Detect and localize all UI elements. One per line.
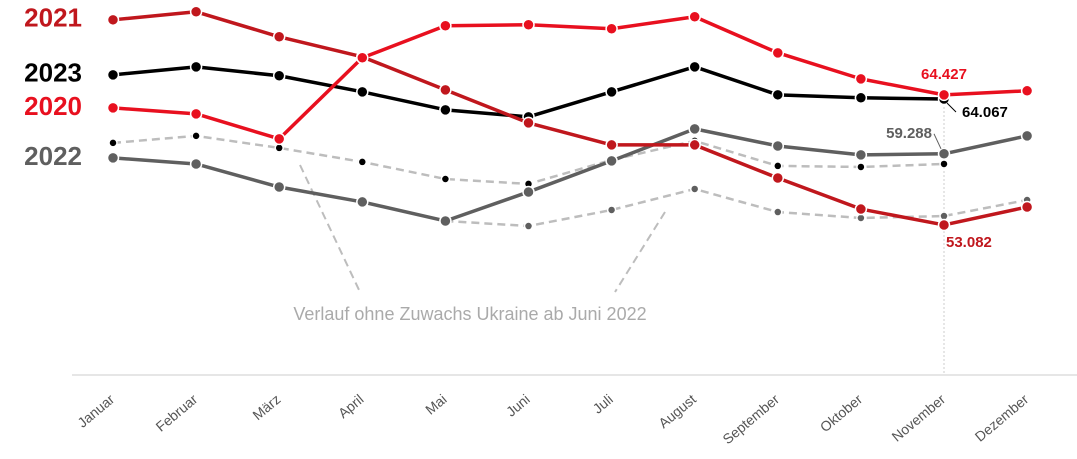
- point: [106, 101, 120, 115]
- point: [439, 103, 452, 117]
- point: [937, 218, 951, 232]
- x-tick-label: Dezember: [972, 391, 1032, 445]
- point: [773, 207, 783, 217]
- annotation-leader: [614, 211, 666, 293]
- series-line: [112, 65, 945, 119]
- legend-label: 2022: [24, 141, 82, 171]
- point: [272, 132, 286, 146]
- point: [688, 122, 701, 136]
- point: [439, 214, 452, 228]
- point: [688, 60, 701, 74]
- point: [688, 138, 701, 152]
- series-line: [112, 127, 1028, 223]
- x-tick-label: Juni: [503, 391, 533, 420]
- point: [272, 30, 286, 44]
- point: [937, 88, 951, 102]
- point: [605, 154, 618, 168]
- x-tick-label: Oktober: [817, 391, 866, 435]
- point: [688, 10, 701, 23]
- point: [191, 131, 201, 141]
- legend-label: 2020: [24, 91, 82, 121]
- point: [357, 157, 368, 167]
- dashed-line: [445, 187, 1028, 228]
- label-leader: [933, 133, 942, 150]
- point: [854, 148, 868, 162]
- point: [605, 22, 618, 36]
- value-label: 53.082: [946, 234, 992, 251]
- point: [771, 88, 785, 102]
- x-tick-label: August: [655, 391, 699, 431]
- point: [689, 184, 700, 194]
- point: [189, 60, 203, 74]
- point: [106, 13, 120, 27]
- point: [605, 85, 618, 99]
- point: [272, 69, 286, 83]
- point: [854, 72, 868, 86]
- point: [522, 18, 535, 31]
- point: [856, 162, 866, 172]
- point: [106, 68, 120, 82]
- point: [773, 161, 783, 171]
- value-label: 64.427: [921, 66, 967, 83]
- point: [272, 180, 286, 194]
- point: [854, 91, 868, 105]
- point: [771, 139, 785, 153]
- point: [937, 147, 951, 161]
- label-leader: [946, 102, 957, 113]
- x-tick-label: März: [249, 391, 283, 423]
- point: [1020, 129, 1034, 143]
- point: [356, 51, 369, 65]
- point: [189, 5, 203, 19]
- x-tick-label: Januar: [74, 391, 117, 431]
- value-label: 64.067: [962, 104, 1008, 121]
- point: [189, 157, 203, 171]
- value-label: 59.288: [886, 125, 932, 142]
- series-line: [112, 10, 1028, 227]
- point: [189, 107, 203, 121]
- x-tick-label: Februar: [153, 391, 201, 435]
- point: [108, 138, 118, 148]
- x-tick-label: Mai: [422, 391, 450, 418]
- point: [106, 151, 120, 165]
- point: [522, 185, 535, 199]
- point: [440, 174, 451, 184]
- point: [439, 83, 452, 97]
- point: [439, 19, 452, 33]
- point: [356, 85, 369, 99]
- point: [1020, 200, 1034, 214]
- annotation: Verlauf ohne Zuwachs Ukraine ab Juni 202…: [293, 304, 646, 324]
- x-tick-label: April: [335, 391, 367, 421]
- point: [274, 143, 284, 153]
- point: [854, 202, 868, 216]
- point: [522, 116, 535, 130]
- point: [605, 138, 618, 152]
- point: [523, 221, 534, 231]
- series-line: [112, 14, 1028, 141]
- point: [1020, 84, 1034, 98]
- annotation-leader: [299, 164, 361, 293]
- point: [771, 46, 785, 60]
- point: [939, 159, 949, 169]
- legend-label: 2023: [24, 58, 82, 88]
- x-tick-label: Juli: [590, 391, 616, 417]
- point: [356, 195, 369, 209]
- point: [606, 205, 617, 215]
- point: [771, 171, 785, 185]
- x-tick-label: September: [719, 391, 782, 447]
- legend-label: 2021: [24, 3, 82, 33]
- x-tick-label: November: [889, 391, 949, 445]
